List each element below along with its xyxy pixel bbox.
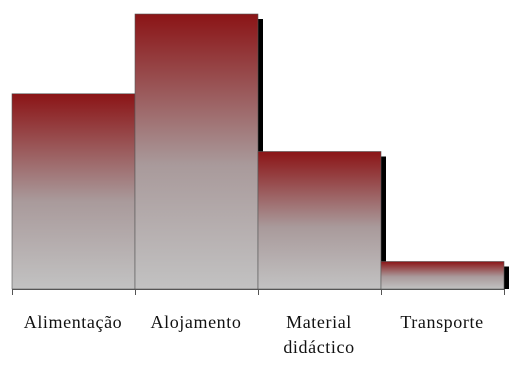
bar-0 — [11, 93, 136, 290]
x-axis — [12, 289, 505, 295]
bar-2 — [257, 151, 382, 290]
bar-3 — [380, 261, 505, 290]
x-tick-label-1: Alojamento — [150, 312, 242, 332]
bars — [11, 13, 505, 290]
x-tick-label-0: Alimentação — [23, 312, 123, 332]
x-tick-label-2-line-0: Material — [286, 312, 352, 332]
bar-1 — [134, 13, 259, 290]
x-tick-label-3: Transporte — [400, 312, 484, 332]
x-tick-label-2-line-1: didáctico — [283, 337, 355, 357]
